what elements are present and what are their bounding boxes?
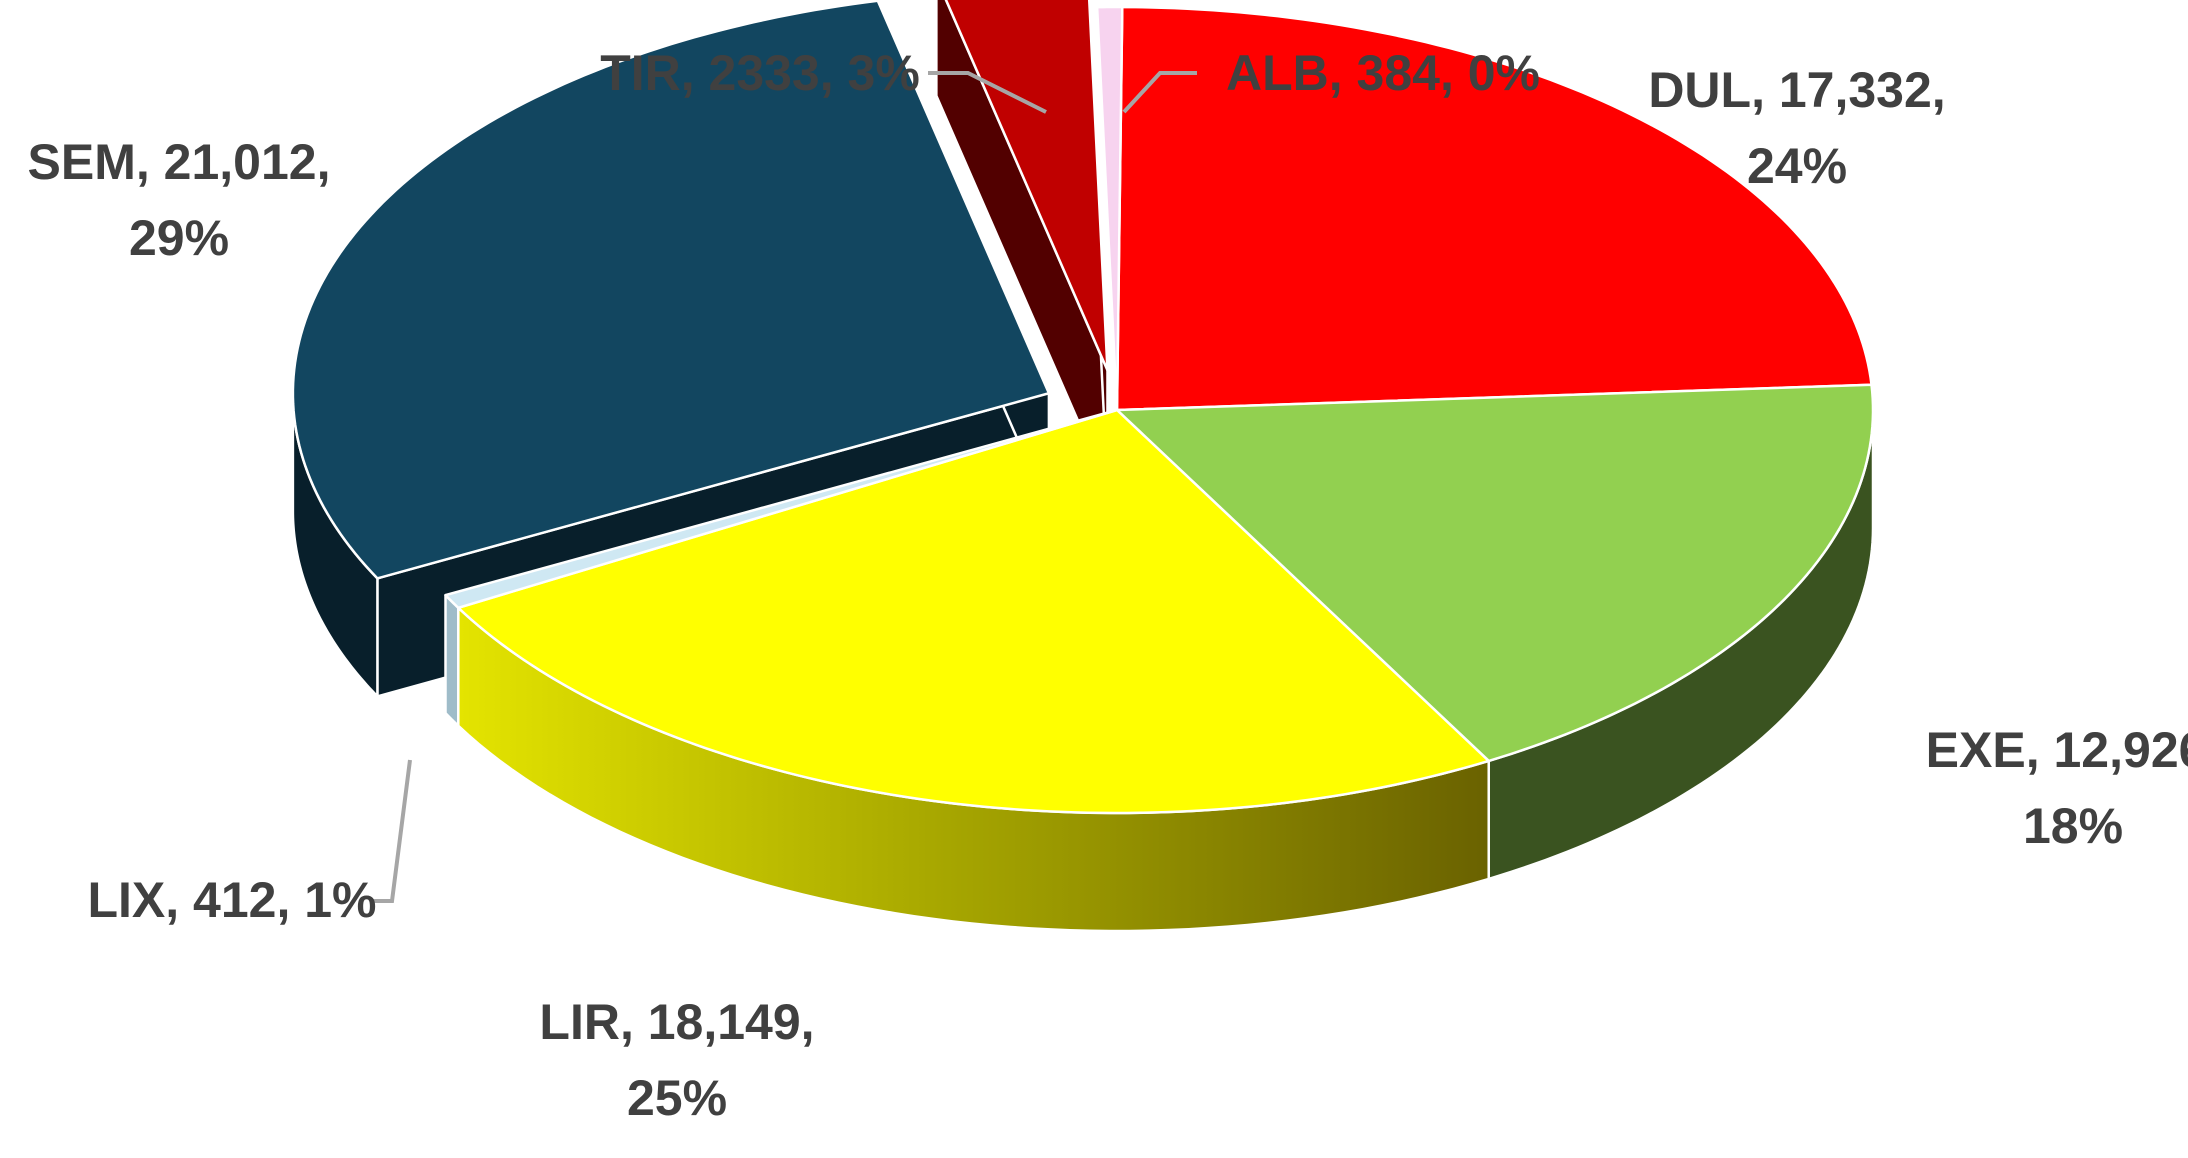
data-label-line: TIR, 2333, 3% bbox=[600, 45, 920, 101]
data-label-line: 18% bbox=[2023, 798, 2123, 854]
data-label-dul: DUL, 17,332, 24% bbox=[1648, 62, 1945, 194]
data-label-line: EXE, 12,926, bbox=[1926, 722, 2188, 778]
data-label-lix: LIX, 412, 1% bbox=[87, 872, 376, 928]
data-label-line: ALB, 384, 0% bbox=[1226, 45, 1540, 101]
slice-alb bbox=[1095, 5, 1124, 412]
slice-tir bbox=[944, 0, 1109, 372]
data-label-lir: LIR, 18,149, 25% bbox=[539, 994, 814, 1126]
leader-line-tir bbox=[928, 71, 1047, 114]
data-label-line: LIR, 18,149, bbox=[539, 994, 814, 1050]
slice-dul bbox=[1115, 5, 1873, 412]
slice-sem bbox=[291, 0, 1051, 580]
data-label-line: 29% bbox=[129, 210, 229, 266]
slice-lix bbox=[444, 408, 1119, 610]
leader-line-alb bbox=[1122, 71, 1197, 114]
data-label-tir: TIR, 2333, 3% bbox=[600, 45, 920, 101]
data-label-line: LIX, 412, 1% bbox=[87, 872, 376, 928]
data-label-line: DUL, 17,332, bbox=[1648, 62, 1945, 118]
data-label-line: SEM, 21,012, bbox=[28, 134, 331, 190]
slice-side-lix bbox=[444, 593, 460, 728]
data-label-sem: SEM, 21,012, 29% bbox=[28, 134, 331, 266]
data-label-line: 25% bbox=[627, 1070, 727, 1126]
data-label-alb: ALB, 384, 0% bbox=[1226, 45, 1540, 101]
data-label-exe: EXE, 12,926, 18% bbox=[1926, 722, 2188, 854]
slice-lir bbox=[457, 408, 1490, 815]
data-label-line: 24% bbox=[1747, 138, 1847, 194]
slice-exe bbox=[1115, 383, 1875, 763]
leader-line-lix bbox=[370, 759, 412, 903]
